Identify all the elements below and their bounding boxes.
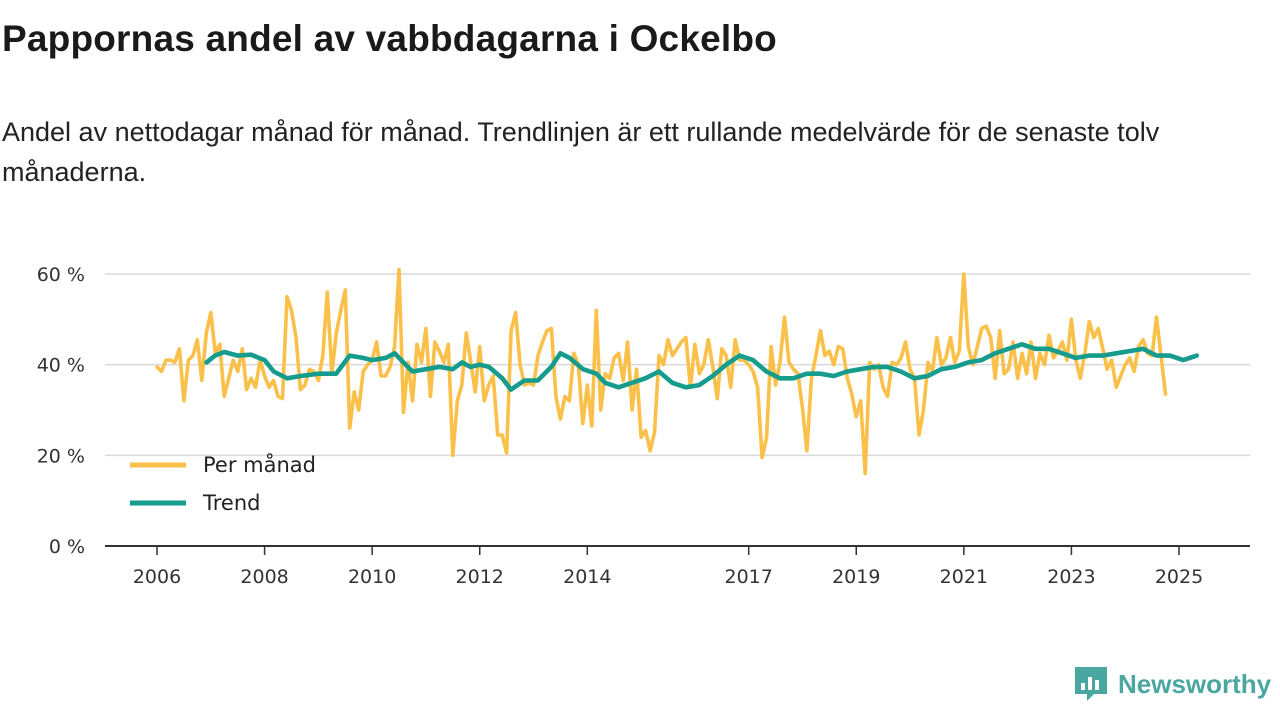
y-tick-label: 40 % (37, 355, 85, 377)
brand-logo[interactable]: Newsworthy (1072, 664, 1271, 704)
series-line-trend (204, 341, 1200, 392)
axes: 0 % 20 % 40 % 60 % 2006 2008 2010 2012 2014 2017 2… (37, 264, 1250, 588)
x-tick-label: 2010 (348, 566, 396, 588)
x-tick-label: 2019 (832, 566, 880, 588)
brand-name: Newsworthy (1118, 668, 1272, 699)
series-layer (155, 267, 1200, 476)
grid (105, 273, 1250, 457)
x-tick-label: 2023 (1047, 566, 1095, 588)
y-tick-label: 60 % (37, 264, 85, 286)
x-tick-label: 2021 (940, 566, 988, 588)
x-tick-label: 2012 (456, 566, 504, 588)
legend-label-monthly: Per månad (203, 452, 316, 477)
x-tick-label: 2025 (1155, 566, 1203, 588)
y-tick-label: 0 % (49, 536, 85, 558)
x-tick-label: 2006 (133, 566, 181, 588)
bar-chart-logo-icon (1075, 667, 1107, 701)
legend: Per månad Trend (130, 452, 316, 515)
chart-title: Pappornas andel av vabbdagarna i Ockelbo (2, 18, 777, 59)
x-tick-label: 2014 (563, 566, 611, 588)
legend-label-trend: Trend (202, 491, 260, 515)
chart-subtitle: Andel av nettodagar månad för månad. Tre… (2, 117, 1160, 187)
x-tick-label: 2008 (240, 566, 288, 588)
x-tick-label: 2017 (725, 566, 773, 588)
y-tick-label: 20 % (37, 445, 85, 467)
